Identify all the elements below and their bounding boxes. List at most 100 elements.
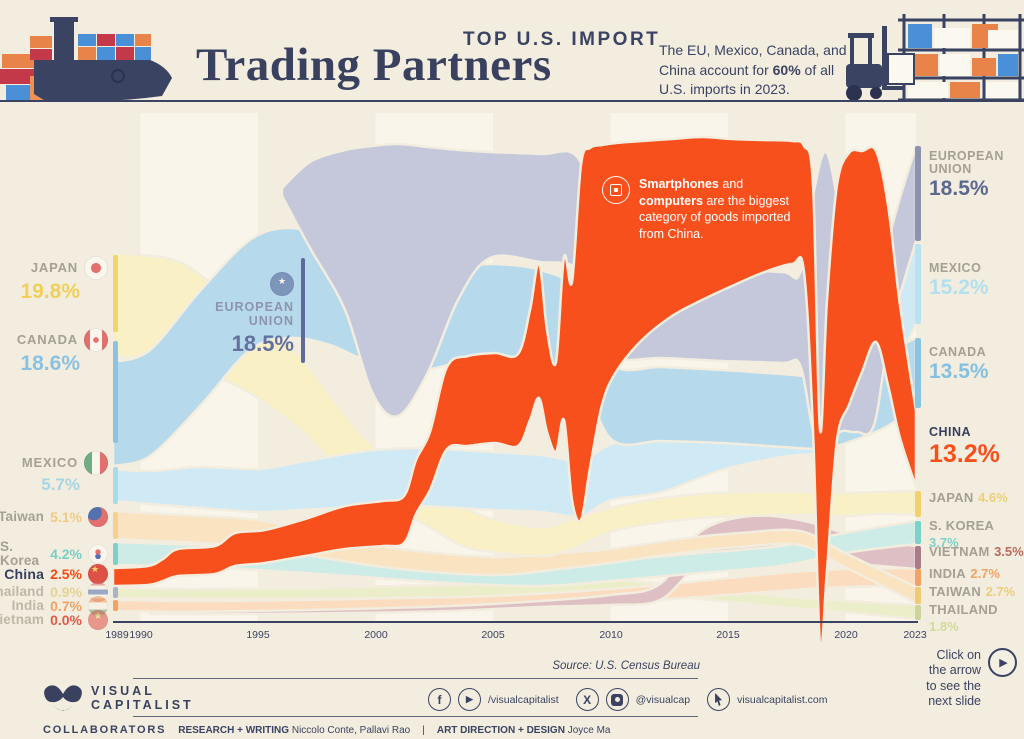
country-name: JAPAN — [30, 260, 78, 276]
right-label-mexico: MEXICO 15.2% — [929, 261, 1024, 299]
collaborators-line: COLLABORATORS RESEARCH + WRITING Niccolo… — [43, 724, 611, 736]
share-value-1989: 0.9% — [50, 583, 82, 600]
left-label-skorea: S. Korea 4.2% — [0, 539, 110, 568]
left-label-china: China 2.5% — [0, 564, 110, 584]
footer-rule-bottom — [133, 716, 698, 717]
country-name: China — [4, 565, 45, 582]
share-value-1989: 4.2% — [50, 545, 82, 562]
visual-capitalist-logo[interactable]: VISUAL CAPITALIST — [43, 680, 194, 716]
right-tick-thailand — [915, 605, 921, 620]
vietnam-flag-icon — [88, 610, 108, 630]
share-value-1989: 0.0% — [50, 611, 82, 628]
collab-divider: | — [422, 725, 425, 736]
source-note: Source: U.S. Census Bureau — [552, 660, 700, 672]
right-tick-india — [915, 569, 921, 586]
share-value-1989: 19.8% — [20, 280, 80, 303]
right-label-japan: JAPAN 4.6% — [929, 490, 1024, 507]
year-label-1989: 1989 — [105, 629, 129, 641]
right-edge-labels-2023: EUROPEAN UNION 18.5% MEXICO 15.2% CANADA 13.5%… — [929, 0, 1024, 739]
left-label-japan: JAPAN 19.8% — [0, 256, 110, 303]
country-name: UNION — [929, 162, 972, 177]
eu-annotation-bar — [301, 258, 305, 363]
x-twitter-icon[interactable]: X — [575, 688, 599, 711]
social-row: f ▶ /visualcapitalist X @visualcap visua… — [428, 688, 838, 711]
social-handle-visualcap[interactable]: @visualcap — [635, 693, 691, 706]
country-name: MEXICO — [929, 261, 982, 275]
eu-mid-annotation: EUROPEAN UNION 18.5% — [186, 272, 294, 356]
right-tick-eu — [915, 146, 921, 241]
year-label-2015: 2015 — [716, 629, 740, 641]
country-name: Vietnam — [0, 611, 45, 627]
country-name: VIETNAM — [929, 544, 990, 559]
year-label-2000: 2000 — [364, 629, 388, 641]
country-name: CHINA — [929, 425, 972, 439]
share-value-2023: 13.5% — [929, 360, 989, 384]
country-name: Thailand — [0, 583, 45, 599]
country-name: Taiwan — [0, 508, 45, 524]
art-names: Joyce Ma — [567, 725, 611, 736]
canada-flag-icon — [84, 328, 108, 352]
share-value-2023: 18.5% — [929, 177, 989, 201]
stream-band-china — [111, 135, 918, 652]
right-tick-mexico — [915, 244, 921, 324]
left-tick-skorea — [113, 543, 118, 565]
next-slide-hint: Click on the arrow to see the next slide… — [925, 648, 1017, 709]
kicker: TOP U.S. IMPORT — [463, 29, 661, 50]
share-value-1989: 18.6% — [20, 352, 80, 375]
logo-text-line2: CAPITALIST — [91, 698, 194, 712]
right-tick-taiwan — [915, 587, 921, 604]
right-tick-skorea — [915, 521, 921, 544]
subtitle: The EU, Mexico, Canada, and China accoun… — [659, 42, 847, 98]
next-slide-button[interactable]: ▶ — [988, 648, 1017, 677]
right-label-skorea: S. KOREA 3.7% — [929, 518, 1024, 552]
instagram-icon[interactable] — [605, 688, 629, 711]
country-name: CANADA — [929, 345, 987, 359]
share-value-1989: 2.5% — [50, 565, 82, 582]
website-cursor-icon[interactable] — [707, 688, 731, 711]
country-name: MEXICO — [21, 455, 78, 471]
eu-flag-icon — [270, 272, 294, 296]
share-value-2023: 2.7% — [985, 584, 1016, 599]
next-slide-text: Click on the arrow to see the next slide — [926, 648, 981, 708]
left-edge-labels-1989: JAPAN 19.8% CANADA 18.6% MEXICO 5.7% Taiwan 5.1… — [0, 0, 110, 739]
cursor-glyph — [715, 693, 723, 706]
art-label: ART DIRECTION + DESIGN — [436, 725, 565, 736]
eu-annotation-name-line1: EUROPEAN — [215, 300, 294, 314]
instagram-glyph — [611, 693, 624, 706]
facebook-icon[interactable]: f — [428, 688, 451, 711]
share-value-2023: 4.6% — [978, 490, 1008, 505]
left-label-vietnam: Vietnam 0.0% — [0, 610, 110, 630]
website-url[interactable]: visualcapitalist.com — [737, 693, 828, 706]
year-label-2020: 2020 — [834, 629, 858, 641]
country-name: India — [11, 597, 45, 613]
right-label-canada: CANADA 13.5% — [929, 345, 1024, 384]
year-label-2005: 2005 — [481, 629, 505, 641]
microchip-icon — [602, 176, 630, 204]
country-name: TAIWAN — [929, 584, 982, 599]
share-value-2023: 3.7% — [929, 534, 959, 550]
right-label-eu: EUROPEAN UNION 18.5% — [929, 149, 1024, 201]
country-name: CANADA — [16, 332, 78, 348]
year-label-1995: 1995 — [246, 629, 270, 641]
eu-annotation-value: 18.5% — [231, 330, 294, 356]
social-handle-visualcapitalist[interactable]: /visualcapitalist — [488, 693, 559, 706]
eu-annotation-name-line2: UNION — [248, 314, 294, 329]
research-label: RESEARCH + WRITING — [178, 725, 290, 736]
country-name: JAPAN — [929, 490, 974, 505]
right-tick-vietnam — [915, 546, 921, 569]
right-label-taiwan: TAIWAN 2.7% — [929, 584, 1024, 601]
skorea-flag-icon — [88, 544, 108, 565]
country-name: THAILAND — [929, 602, 998, 617]
share-value-1989: 5.1% — [50, 508, 82, 525]
right-label-china: CHINA 13.2% — [929, 425, 1024, 467]
taiwan-flag-icon — [88, 507, 108, 527]
collaborators-label: COLLABORATORS — [43, 724, 167, 736]
country-name: INDIA — [929, 566, 966, 581]
left-label-canada: CANADA 18.6% — [0, 328, 110, 375]
logo-text-line1: VISUAL — [91, 683, 155, 698]
share-value-2023: 2.7% — [970, 566, 1000, 581]
left-tick-japan — [113, 255, 118, 332]
youtube-icon[interactable]: ▶ — [458, 688, 481, 711]
left-tick-mexico — [113, 467, 118, 504]
